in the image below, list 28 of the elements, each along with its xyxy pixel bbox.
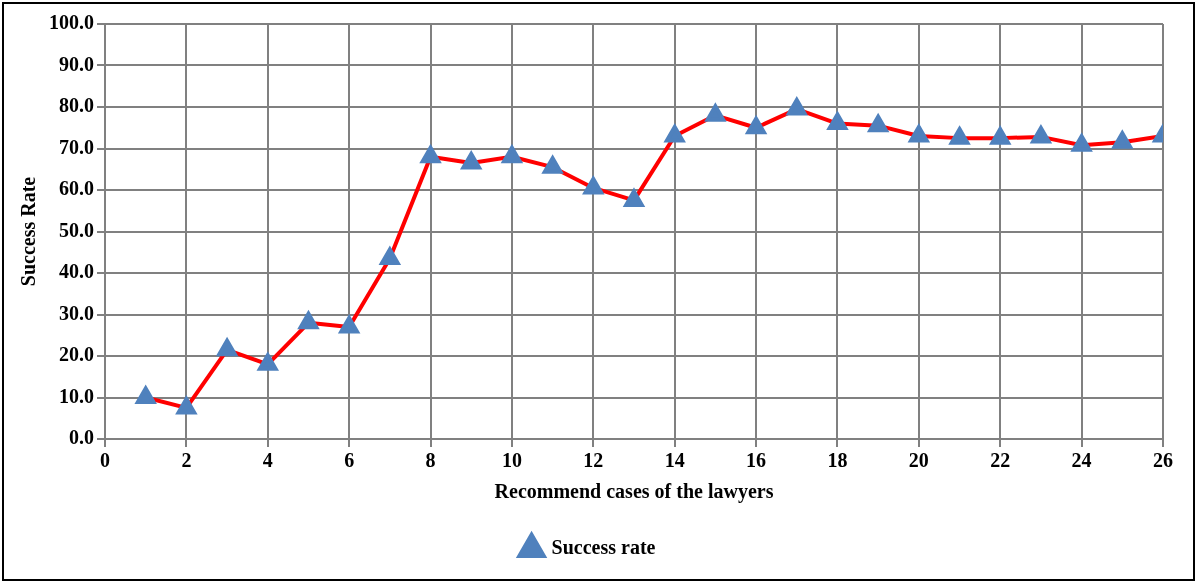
x-axis-title: Recommend cases of the lawyers: [494, 480, 774, 504]
y-tick-label: 50.0: [59, 218, 94, 241]
x-tick-label: 0: [100, 449, 110, 472]
y-tick-label: 40.0: [59, 260, 94, 283]
x-tick-label: 18: [827, 449, 848, 472]
x-tick-label: 24: [1071, 449, 1092, 472]
legend-label: Success rate: [551, 536, 656, 559]
y-axis-title: Success Rate: [17, 176, 40, 287]
x-tick-label: 2: [181, 449, 192, 472]
x-tick-label: 4: [262, 449, 273, 472]
y-tick-label: 30.0: [59, 301, 94, 324]
x-tick-label: 8: [425, 449, 436, 472]
y-tick-label: 70.0: [59, 135, 94, 158]
x-tick-label: 20: [908, 449, 929, 472]
y-tick-label: 0.0: [69, 426, 94, 449]
x-tick-label: 10: [501, 449, 522, 472]
y-tick-label: 10.0: [59, 384, 94, 407]
x-tick-label: 12: [583, 449, 604, 472]
y-tick-label: 90.0: [59, 52, 94, 75]
y-tick-label: 60.0: [59, 177, 94, 200]
x-tick-label: 14: [664, 449, 685, 472]
x-tick-label: 22: [990, 449, 1011, 472]
x-tick-label: 16: [746, 449, 767, 472]
x-tick-label: 6: [344, 449, 355, 472]
y-tick-label: 20.0: [59, 343, 94, 366]
y-tick-label: 80.0: [59, 94, 94, 117]
x-tick-label: 26: [1153, 449, 1173, 472]
y-tick-label: 100.0: [49, 11, 94, 34]
